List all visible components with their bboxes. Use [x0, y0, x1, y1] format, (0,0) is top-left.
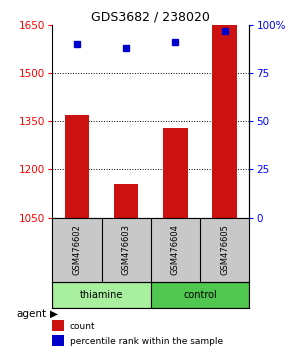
Bar	[151, 282, 249, 308]
Bar	[52, 282, 151, 308]
Bar	[212, 25, 237, 218]
Text: control: control	[183, 290, 217, 300]
Text: thiamine: thiamine	[80, 290, 123, 300]
Text: GSM476603: GSM476603	[122, 224, 131, 275]
Text: GSM476604: GSM476604	[171, 224, 180, 275]
Bar	[64, 115, 89, 218]
Text: percentile rank within the sample: percentile rank within the sample	[70, 337, 223, 347]
Text: ▶: ▶	[50, 309, 58, 319]
Text: GSM476605: GSM476605	[220, 224, 229, 275]
Text: count: count	[70, 322, 96, 331]
Text: agent: agent	[17, 309, 47, 319]
Text: GSM476602: GSM476602	[72, 224, 81, 275]
Bar	[163, 128, 188, 218]
Bar	[52, 336, 64, 346]
Bar	[52, 320, 64, 331]
Title: GDS3682 / 238020: GDS3682 / 238020	[91, 11, 210, 24]
Bar	[114, 184, 139, 218]
